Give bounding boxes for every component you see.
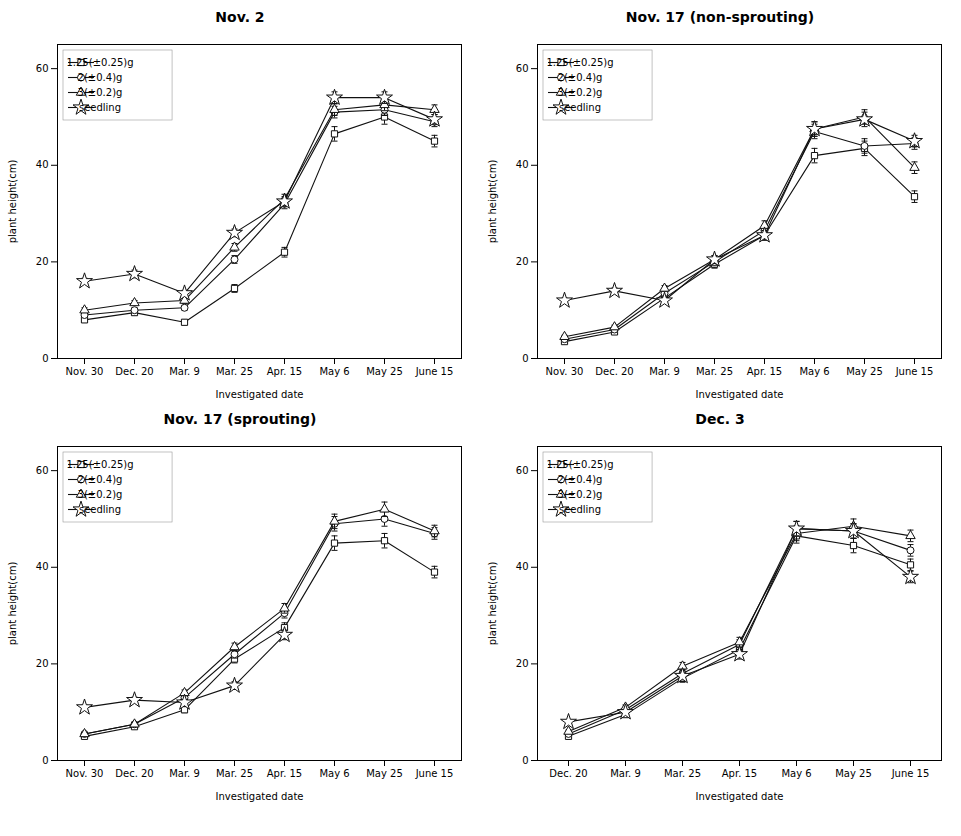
html-text:Nov. 2: Nov. 2 [215,9,265,25]
svg-text:May 25: May 25 [366,366,403,377]
svg-text:Mar. 9: Mar. 9 [649,366,680,377]
svg-text:Apr. 15: Apr. 15 [722,768,757,779]
svg-text:60: 60 [516,63,529,74]
svg-text:seedling: seedling [79,504,121,515]
svg-text:Dec. 20: Dec. 20 [549,768,587,779]
svg-text:20: 20 [516,256,529,267]
svg-text:Dec. 20: Dec. 20 [595,366,633,377]
svg-text:20: 20 [36,658,49,669]
svg-text:40: 40 [36,159,49,170]
svg-text:3(±0.2)g: 3(±0.2)g [558,489,603,500]
svg-text:Mar. 9: Mar. 9 [169,366,200,377]
svg-text:Apr. 15: Apr. 15 [747,366,782,377]
svg-text:Mar. 25: Mar. 25 [696,366,733,377]
svg-text:40: 40 [516,561,529,572]
svg-text:May 25: May 25 [835,768,872,779]
svg-text:0: 0 [42,755,48,766]
svg-text:60: 60 [36,465,49,476]
svg-text:Mar. 25: Mar. 25 [216,366,253,377]
svg-text:2(±0.4)g: 2(±0.4)g [78,474,123,485]
svg-text:Mar. 9: Mar. 9 [610,768,641,779]
svg-text:0: 0 [42,353,48,364]
svg-text:May 6: May 6 [799,366,829,377]
html-text:Nov. 17 (non-sprouting): Nov. 17 (non-sprouting) [625,9,815,25]
svg-text:June 15: June 15 [415,366,454,377]
svg-text:2(±0.4)g: 2(±0.4)g [558,474,603,485]
svg-text:Nov. 30: Nov. 30 [66,768,104,779]
svg-text:Investigated date: Investigated date [696,389,784,400]
svg-text:June 15: June 15 [891,768,930,779]
svg-text:Dec. 20: Dec. 20 [115,366,153,377]
svg-text:Nov. 30: Nov. 30 [546,366,584,377]
svg-text:May 6: May 6 [781,768,811,779]
svg-text:Dec. 20: Dec. 20 [115,768,153,779]
svg-text:Mar. 25: Mar. 25 [216,768,253,779]
svg-text:40: 40 [516,159,529,170]
svg-text:May 6: May 6 [319,768,349,779]
svg-text:40: 40 [36,561,49,572]
svg-text:1.25(±0.25)g: 1.25(±0.25)g [66,57,133,68]
html-text:Nov. 17 (sprouting): Nov. 17 (sprouting) [163,411,317,427]
svg-text:3(±0.2)g: 3(±0.2)g [78,87,123,98]
svg-text:20: 20 [516,658,529,669]
svg-text:plant height(cm): plant height(cm) [7,160,18,244]
svg-text:plant height(cm): plant height(cm) [7,562,18,646]
svg-text:plant height(cm): plant height(cm) [487,562,498,646]
svg-text:Investigated date: Investigated date [216,389,304,400]
svg-text:plant height(cm): plant height(cm) [487,160,498,244]
svg-text:June 15: June 15 [895,366,934,377]
svg-text:60: 60 [516,465,529,476]
svg-text:0: 0 [522,353,528,364]
svg-text:20: 20 [36,256,49,267]
svg-text:Nov. 30: Nov. 30 [66,366,104,377]
html-text:Dec. 3: Dec. 3 [695,411,745,427]
svg-text:seedling: seedling [559,504,601,515]
svg-text:May 25: May 25 [366,768,403,779]
svg-text:1.25(±0.25)g: 1.25(±0.25)g [66,459,133,470]
svg-text:1.25(±0.25)g: 1.25(±0.25)g [546,459,613,470]
svg-text:2(±0.4)g: 2(±0.4)g [558,72,603,83]
svg-text:June 15: June 15 [415,768,454,779]
svg-text:May 6: May 6 [319,366,349,377]
svg-text:Mar. 9: Mar. 9 [169,768,200,779]
svg-text:Mar. 25: Mar. 25 [664,768,701,779]
svg-text:60: 60 [36,63,49,74]
svg-text:3(±0.2)g: 3(±0.2)g [78,489,123,500]
svg-text:Investigated date: Investigated date [216,791,304,802]
svg-text:Apr. 15: Apr. 15 [267,768,302,779]
svg-text:1.25(±0.25)g: 1.25(±0.25)g [546,57,613,68]
svg-text:0: 0 [522,755,528,766]
svg-text:seedling: seedling [79,102,121,113]
svg-text:seedling: seedling [559,102,601,113]
svg-text:3(±0.2)g: 3(±0.2)g [558,87,603,98]
svg-text:2(±0.4)g: 2(±0.4)g [78,72,123,83]
svg-text:Investigated date: Investigated date [696,791,784,802]
svg-text:Apr. 15: Apr. 15 [267,366,302,377]
svg-text:May 25: May 25 [846,366,883,377]
